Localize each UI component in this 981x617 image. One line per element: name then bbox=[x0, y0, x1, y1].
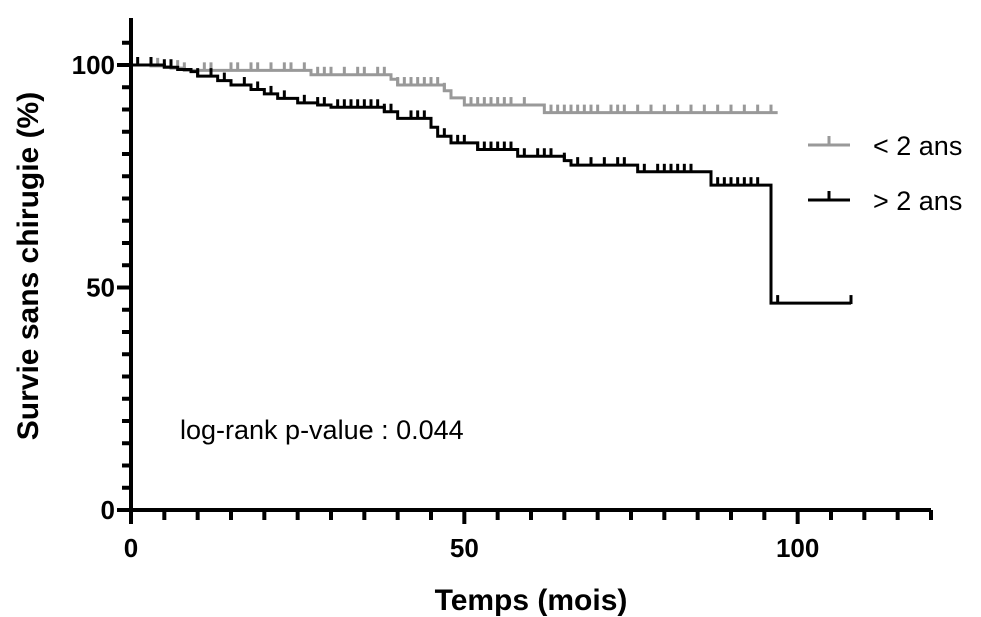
survival-curve bbox=[131, 63, 778, 115]
legend-label: > 2 ans bbox=[873, 186, 962, 216]
y-tick-label: 0 bbox=[101, 495, 115, 525]
x-tick-label: 50 bbox=[450, 533, 479, 563]
series-2 bbox=[131, 57, 853, 305]
y-axis-title: Survie sans chirugie (%) bbox=[12, 92, 45, 440]
legend-item-2: > 2 ans bbox=[808, 186, 962, 216]
legend: < 2 ans > 2 ans bbox=[808, 131, 962, 216]
legend-item-1: < 2 ans bbox=[808, 131, 962, 161]
series-1 bbox=[131, 57, 778, 115]
y-tick-label: 50 bbox=[86, 273, 115, 303]
legend-label: < 2 ans bbox=[873, 131, 962, 161]
series-layer bbox=[131, 57, 853, 305]
y-tick-label: 100 bbox=[72, 50, 115, 80]
p-value-annotation: log-rank p-value : 0.044 bbox=[180, 415, 464, 445]
x-tick-label: 100 bbox=[776, 533, 819, 563]
x-axis-title: Temps (mois) bbox=[435, 584, 628, 617]
axis-ticks: 0 50 100 0 50 100 bbox=[72, 40, 933, 563]
x-tick-label: 0 bbox=[124, 533, 138, 563]
